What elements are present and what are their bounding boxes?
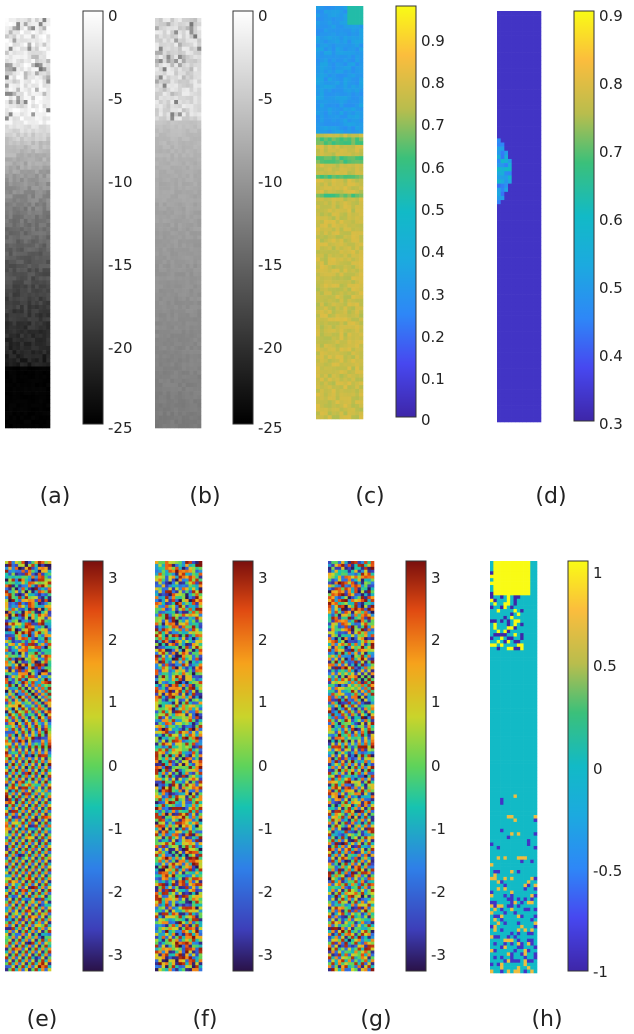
panel-f-tick-6: -3 [258,946,273,964]
panel-c-label: (c) [355,484,384,509]
panel-c-tick-7: 0.2 [421,328,445,346]
panel-c-tick-6: 0.3 [421,286,445,304]
panel-h: 1 0.5 0 -0.5 -1 (h) [490,560,622,1032]
panel-h-image [490,561,538,974]
panel-h-label: (h) [531,1007,562,1032]
panel-f-tick-2: 1 [258,693,268,711]
panel-a-tick-1: -5 [108,90,123,108]
panel-g-tick-0: 3 [431,569,441,587]
panel-a-colorbar [82,10,104,425]
panel-a-tick-5: -25 [108,419,133,437]
panel-c-tick-2: 0.7 [421,116,445,134]
panel-e-tick-0: 3 [108,569,118,587]
panel-d-tick-3: 0.6 [599,211,623,229]
panel-b-label: (b) [189,484,220,509]
panel-f-colorbar [232,560,254,972]
panel-b-tick-4: -20 [258,339,283,357]
panel-h-tick-1: 0.5 [593,657,617,675]
panel-c-colorbar [395,5,417,418]
panel-a-tick-3: -15 [108,256,133,274]
panel-g-label: (g) [360,1007,391,1032]
panel-d-tick-4: 0.5 [599,279,623,297]
panel-c-tick-4: 0.5 [421,201,445,219]
panel-a-image [5,18,51,429]
panel-h-tick-2: 0 [593,760,603,778]
panel-e-tick-2: 1 [108,693,118,711]
panel-c-tick-3: 0.6 [421,159,445,177]
panel-c-tick-0: 0.9 [421,32,445,50]
panel-b-tick-2: -10 [258,173,283,191]
panel-a-tick-4: -20 [108,339,133,357]
panel-g-tick-3: 0 [431,757,441,775]
panel-g-image [328,561,375,972]
panel-c: 0.9 0.8 0.7 0.6 0.5 0.4 0.3 0.2 0.1 0 (c… [316,5,445,509]
panel-f-tick-4: -1 [258,820,273,838]
panel-f-tick-3: 0 [258,757,268,775]
panel-g: 3 2 1 0 -1 -2 -3 (g) [328,560,446,1032]
panel-d-tick-1: 0.8 [599,75,623,93]
panel-d-image [497,11,542,423]
panel-g-tick-2: 1 [431,693,441,711]
panel-c-colorbar-ticks: 0.9 0.8 0.7 0.6 0.5 0.4 0.3 0.2 0.1 0 [421,32,445,429]
panel-b-colorbar-ticks: 0 -5 -10 -15 -20 -25 [258,7,283,437]
panel-e-tick-1: 2 [108,631,118,649]
panel-c-tick-1: 0.8 [421,74,445,92]
panel-f-label: (f) [193,1007,218,1032]
panel-e-colorbar-ticks: 3 2 1 0 -1 -2 -3 [108,569,123,964]
panel-b-colorbar [232,10,254,425]
panel-d-label: (d) [535,484,566,509]
panel-h-colorbar-ticks: 1 0.5 0 -0.5 -1 [593,564,622,981]
panel-d-colorbar [573,10,595,422]
panel-g-tick-1: 2 [431,631,441,649]
panel-d-tick-6: 0.3 [599,415,623,433]
panel-f: 3 2 1 0 -1 -2 -3 (f) [155,560,273,1032]
panel-e-colorbar [82,560,104,972]
panel-d: 0.9 0.8 0.7 0.6 0.5 0.4 0.3 (d) [497,7,623,509]
panel-a-tick-0: 0 [108,7,118,25]
panel-a-colorbar-ticks: 0 -5 -10 -15 -20 -25 [108,7,133,437]
panel-g-tick-4: -1 [431,820,446,838]
panel-c-tick-8: 0.1 [421,370,445,388]
panel-a: 0 -5 -10 -15 -20 -25 (a) [5,7,133,509]
panel-h-tick-4: -1 [593,963,608,981]
panel-e-tick-4: -1 [108,820,123,838]
panel-g-tick-6: -3 [431,946,446,964]
panel-f-tick-1: 2 [258,631,268,649]
panel-a-label: (a) [40,484,71,509]
panel-c-image [316,6,364,420]
panel-h-colorbar [567,560,589,972]
panel-a-tick-2: -10 [108,173,133,191]
panel-h-tick-3: -0.5 [593,862,622,880]
panel-b-tick-3: -15 [258,256,283,274]
panel-b: 0 -5 -10 -15 -20 -25 (b) [155,7,283,509]
panel-e-tick-5: -2 [108,883,123,901]
panel-e-tick-3: 0 [108,757,118,775]
panel-f-tick-0: 3 [258,569,268,587]
panel-b-image [155,18,202,429]
panel-b-tick-1: -5 [258,90,273,108]
panel-d-tick-5: 0.4 [599,347,623,365]
panel-e-tick-6: -3 [108,946,123,964]
panel-f-image [155,561,203,972]
panel-g-colorbar-ticks: 3 2 1 0 -1 -2 -3 [431,569,446,964]
panel-f-tick-5: -2 [258,883,273,901]
panel-d-colorbar-ticks: 0.9 0.8 0.7 0.6 0.5 0.4 0.3 [599,7,623,433]
panel-f-colorbar-ticks: 3 2 1 0 -1 -2 -3 [258,569,273,964]
panel-e-label: (e) [27,1007,58,1032]
panel-g-colorbar [405,560,427,972]
panel-c-tick-9: 0 [421,411,431,429]
panel-e: 3 2 1 0 -1 -2 -3 (e) [5,560,123,1032]
panel-b-tick-5: -25 [258,419,283,437]
panel-c-tick-5: 0.4 [421,243,445,261]
panel-h-tick-0: 1 [593,564,603,582]
panel-b-tick-0: 0 [258,7,268,25]
panel-d-tick-2: 0.7 [599,143,623,161]
panel-d-tick-0: 0.9 [599,7,623,25]
panel-g-tick-5: -2 [431,883,446,901]
panel-e-image [5,561,52,972]
